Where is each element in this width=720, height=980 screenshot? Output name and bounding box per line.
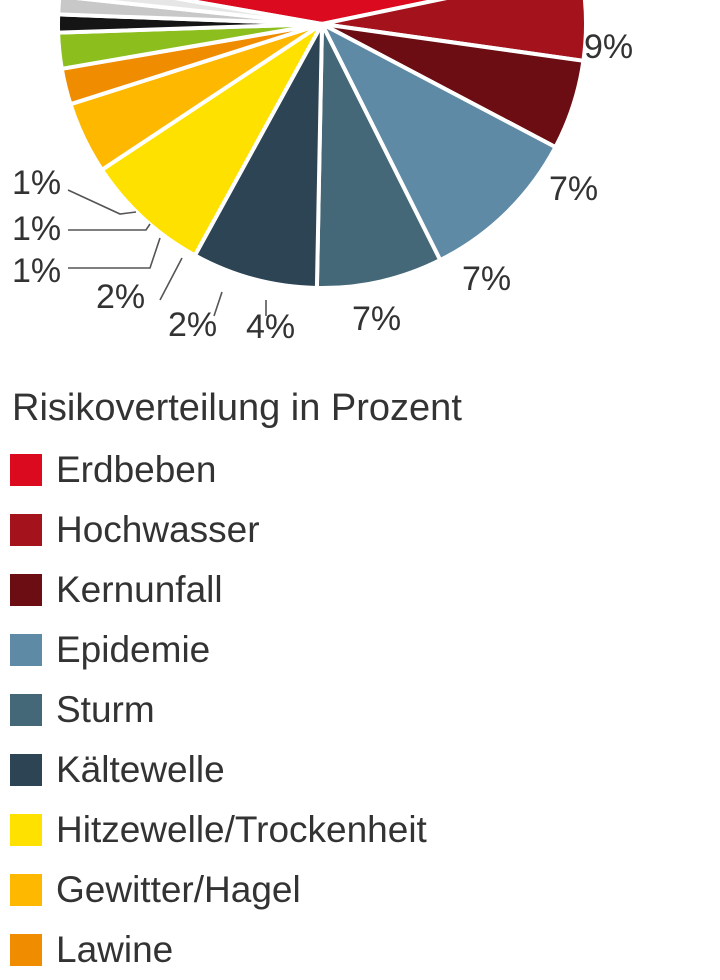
legend-swatch bbox=[10, 694, 42, 726]
leader-line-11 bbox=[68, 223, 151, 231]
legend-item: Lawine bbox=[10, 920, 427, 980]
legend-label: Kernunfall bbox=[56, 569, 223, 610]
legend-label: Hochwasser bbox=[56, 509, 260, 550]
legend-swatch bbox=[10, 634, 42, 666]
pie-slice-other-12 bbox=[76, 0, 324, 26]
legend-label: Kältewelle bbox=[56, 749, 225, 790]
legend-label: Gewitter/Hagel bbox=[56, 869, 301, 910]
legend-label: Erdbeben bbox=[56, 449, 217, 490]
legend-item: Erdbeben bbox=[10, 440, 427, 500]
leader-line-9 bbox=[159, 257, 183, 301]
legend-item: Gewitter/Hagel bbox=[10, 860, 427, 920]
legend-item: Hitzewelle/Trockenheit bbox=[10, 800, 427, 860]
pie-data-label: 7% bbox=[352, 300, 401, 338]
pie-slice-sturm bbox=[314, 22, 443, 291]
legend: Erdbeben Hochwasser Kernunfall Epidemie Stur… bbox=[10, 440, 427, 980]
legend-item: Kältewelle bbox=[10, 740, 427, 800]
legend-item: Epidemie bbox=[10, 620, 427, 680]
legend-label: Lawine bbox=[56, 929, 174, 970]
legend-item: Kernunfall bbox=[10, 560, 427, 620]
leader-line-8 bbox=[213, 291, 223, 317]
pie-slice-epidemie bbox=[320, 22, 558, 263]
legend-swatch bbox=[10, 574, 42, 606]
pie-slice-erdbeben bbox=[174, 0, 448, 26]
pie-data-labels: 9% 7% 7% 7% 4% 2% 2% 1% 1% 1% bbox=[12, 28, 633, 346]
pie-slices bbox=[55, 0, 588, 291]
legend-item: Hochwasser bbox=[10, 500, 427, 560]
legend-label: Hitzewelle/Trockenheit bbox=[56, 809, 427, 850]
pie-slice-kältewelle bbox=[192, 22, 324, 290]
pie-leader-lines bbox=[67, 189, 267, 317]
pie-data-label: 1% bbox=[12, 252, 61, 290]
pie-data-label: 1% bbox=[12, 164, 61, 202]
legend-title: Risikoverteilung in Prozent bbox=[12, 387, 462, 429]
pie-data-label: 9% bbox=[584, 28, 633, 66]
legend-swatch bbox=[10, 874, 42, 906]
pie-data-label: 2% bbox=[96, 278, 145, 316]
pie-slice-hitzewelle-trockenheit bbox=[99, 22, 324, 258]
pie-data-label: 7% bbox=[462, 260, 511, 298]
pie-data-label: 4% bbox=[246, 308, 295, 346]
pie-data-label: 2% bbox=[168, 306, 217, 344]
pie-data-label: 1% bbox=[12, 210, 61, 248]
legend-swatch bbox=[10, 934, 42, 966]
pie-data-label: 7% bbox=[549, 170, 598, 208]
leader-line-10 bbox=[68, 237, 161, 269]
legend-swatch bbox=[10, 454, 42, 486]
risk-pie-chart: 9% 7% 7% 7% 4% 2% 2% 1% 1% 1% bbox=[12, 0, 633, 346]
leader-line-12 bbox=[67, 189, 137, 215]
legend-item: Sturm bbox=[10, 680, 427, 740]
legend-label: Sturm bbox=[56, 689, 155, 730]
legend-label: Epidemie bbox=[56, 629, 211, 670]
legend-swatch bbox=[10, 754, 42, 786]
legend-swatch bbox=[10, 514, 42, 546]
legend-swatch bbox=[10, 814, 42, 846]
